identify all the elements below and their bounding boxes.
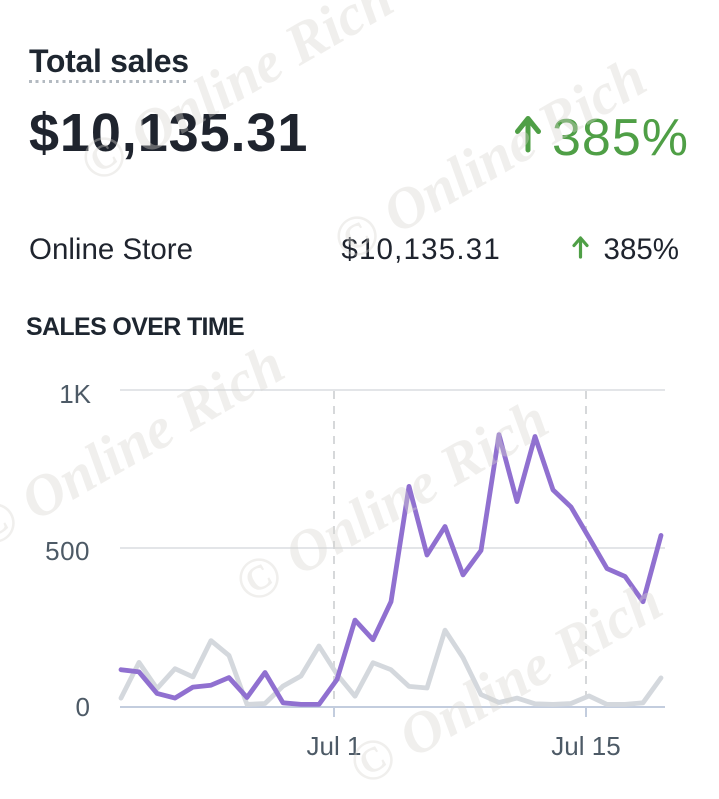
- svg-text:0: 0: [76, 692, 90, 722]
- svg-text:1K: 1K: [59, 379, 91, 409]
- svg-text:500: 500: [45, 536, 90, 566]
- svg-text:Jul 1: Jul 1: [307, 731, 362, 761]
- svg-text:Jul 15: Jul 15: [551, 731, 620, 761]
